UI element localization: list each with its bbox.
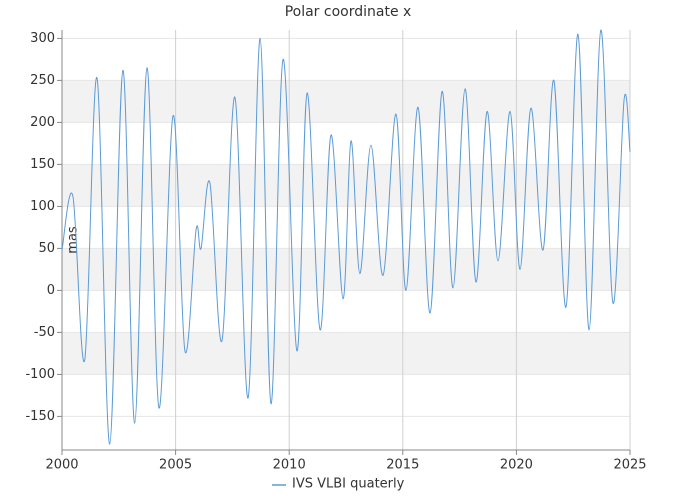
grid-band bbox=[62, 80, 630, 123]
data-line bbox=[61, 29, 631, 445]
y-tick-label: -150 bbox=[25, 409, 55, 424]
y-tick-label: 50 bbox=[38, 241, 55, 256]
x-tick-label: 2020 bbox=[500, 458, 533, 473]
x-tick-label: 2025 bbox=[613, 458, 646, 473]
x-tick-label: 2000 bbox=[45, 458, 78, 473]
y-tick-label: 150 bbox=[30, 157, 55, 172]
x-tick-label: 2010 bbox=[273, 458, 306, 473]
y-tick-label: 200 bbox=[30, 115, 55, 130]
y-tick-label: -50 bbox=[34, 325, 55, 340]
legend-label: IVS VLBI quaterly bbox=[292, 477, 405, 492]
y-tick-label: 0 bbox=[47, 283, 55, 298]
y-tick-label: 100 bbox=[30, 199, 55, 214]
x-tick-label: 2015 bbox=[386, 458, 419, 473]
y-tick-label: 250 bbox=[30, 73, 55, 88]
chart-title: Polar coordinate x bbox=[285, 4, 412, 20]
grid-band bbox=[62, 164, 630, 207]
y-tick-label: 300 bbox=[30, 31, 55, 46]
x-tick-label: 2005 bbox=[159, 458, 192, 473]
y-axis-label: mas bbox=[66, 226, 81, 254]
y-tick-label: -100 bbox=[25, 367, 55, 382]
grid-band bbox=[62, 332, 630, 375]
